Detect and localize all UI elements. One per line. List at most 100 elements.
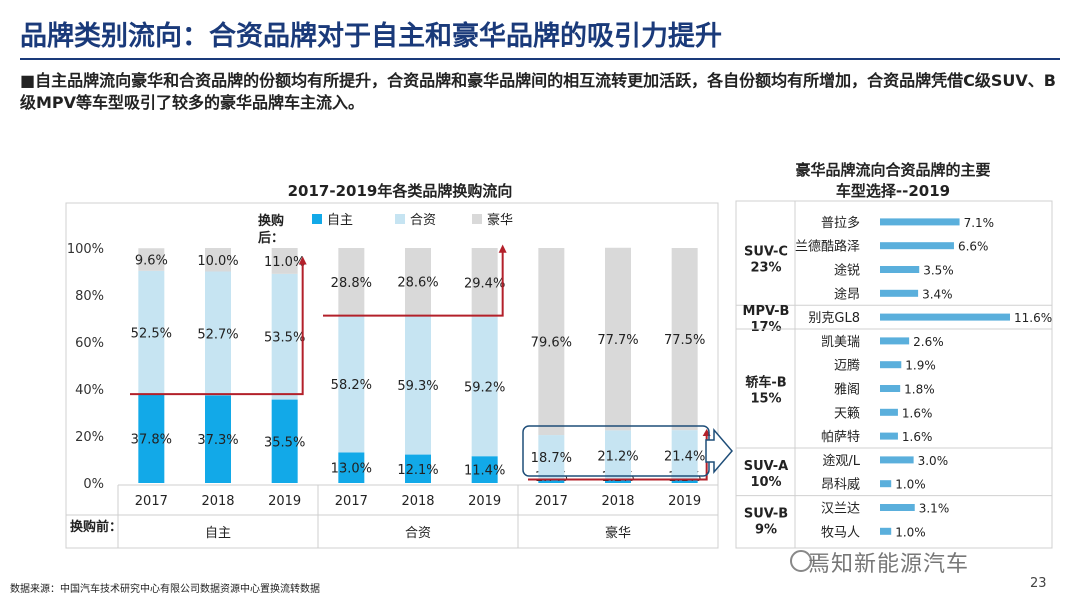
hbar-value-label: 1.6% <box>902 406 933 420</box>
category-label: 汉兰达 <box>821 502 860 517</box>
bar-segment <box>205 271 231 396</box>
hbar-value-label: 3.4% <box>922 287 953 301</box>
segment-name: SUV-C <box>744 245 788 260</box>
bar-segment <box>338 248 365 316</box>
arrow-head <box>298 256 307 265</box>
segment-name: SUV-B <box>744 506 788 521</box>
legend-label: 自主 <box>327 213 353 228</box>
hbar <box>880 218 960 226</box>
y-tick-label: 100% <box>67 242 104 257</box>
side-chart-title-line-2: 车型选择--2019 <box>835 182 951 200</box>
data-label: 12.1% <box>397 463 438 478</box>
data-label: 53.5% <box>264 331 305 346</box>
data-label: 35.5% <box>264 435 305 450</box>
data-label: 10.0% <box>197 254 238 269</box>
hbar <box>880 266 920 273</box>
category-label: 天籁 <box>834 406 860 421</box>
bar-segment <box>605 247 631 431</box>
hbar-value-label: 2.6% <box>913 335 944 349</box>
x-tick-label: 2017 <box>135 494 168 509</box>
data-label: 79.6% <box>531 336 572 351</box>
trend-arrow <box>130 263 304 396</box>
bar-segment <box>538 479 565 483</box>
side-chart-title: 豪华品牌流向合资品牌的主要 车型选择--2019 <box>738 160 1048 202</box>
bar-segment <box>338 452 365 483</box>
hbar <box>880 361 902 369</box>
segment-share: 15% <box>750 392 781 407</box>
hbar-value-label: 1.0% <box>895 525 926 539</box>
data-label: 28.6% <box>397 276 438 291</box>
group-label: 豪华 <box>605 525 631 541</box>
segment-name: 轿车-B <box>745 375 786 391</box>
title-divider <box>20 58 1060 60</box>
category-label: 兰德酷路泽 <box>795 239 860 255</box>
group-label: 自主 <box>205 526 231 541</box>
bar-segment <box>538 435 565 480</box>
segment-name: SUV-A <box>744 459 789 474</box>
bar-segment <box>138 270 165 395</box>
bar-segment <box>605 480 631 483</box>
bar-segment <box>405 248 431 316</box>
hbar-value-label: 3.5% <box>923 264 954 278</box>
legend-label: 合资 <box>410 213 436 228</box>
hbar-value-label: 1.6% <box>902 430 933 444</box>
data-label: 11.4% <box>464 464 505 479</box>
legend-title-line-1: 换购 <box>258 213 284 229</box>
connector-arrow <box>705 427 733 475</box>
bar-segment <box>138 248 165 271</box>
x-tick-label: 2019 <box>468 494 501 509</box>
arrow-head <box>498 244 507 253</box>
data-label: 21.4% <box>664 449 705 464</box>
data-label: 13.0% <box>331 462 372 477</box>
hbar <box>880 242 954 250</box>
hbar <box>880 432 898 440</box>
side-chart-frame <box>735 200 1053 549</box>
hbar-value-label: 11.6% <box>1014 311 1052 325</box>
x-tick-label: 2018 <box>401 494 434 509</box>
group-axis-label: 换购前： <box>70 519 122 535</box>
page-title: 品牌类别流向：合资品牌对于自主和豪华品牌的吸引力提升 <box>20 21 722 52</box>
wechat-icon <box>790 550 812 572</box>
segment-share: 23% <box>750 261 781 276</box>
data-label: 21.2% <box>597 449 638 464</box>
y-tick-label: 80% <box>75 289 104 304</box>
main-chart-title: 2017-2019年各类品牌换购流向 <box>287 182 513 200</box>
bar-segment <box>338 315 365 453</box>
segment-share: 9% <box>755 522 777 537</box>
category-label: 迈腾 <box>834 358 860 374</box>
page-subtitle: ■自主品牌流向豪华和合资品牌的份额均有所提升，合资品牌和豪华品牌间的相互流转更加… <box>20 71 1056 112</box>
hbar <box>880 289 919 297</box>
category-label: 雅阁 <box>834 383 860 398</box>
page-number: 23 <box>1030 576 1047 591</box>
bar-segment <box>471 248 498 318</box>
segment-name: MPV-B <box>743 304 790 319</box>
bar-segment <box>605 430 631 481</box>
hbar <box>880 385 901 392</box>
bar-segment <box>471 456 498 483</box>
hbar-value-label: 1.9% <box>905 359 936 373</box>
hbar <box>880 313 1010 321</box>
data-label: 59.2% <box>464 381 505 396</box>
trend-arrow <box>323 248 504 317</box>
y-tick-label: 0% <box>83 477 104 492</box>
category-label: 普拉多 <box>821 215 860 231</box>
hbar-value-label: 6.6% <box>958 240 989 254</box>
category-label: 凯美瑞 <box>821 335 860 350</box>
x-tick-label: 2018 <box>601 494 634 509</box>
hbar-value-label: 3.0% <box>918 454 949 468</box>
bar-segment <box>138 394 165 483</box>
category-label: 帕萨特 <box>821 430 860 445</box>
data-label: 59.3% <box>397 379 438 394</box>
data-label: 52.7% <box>197 327 238 342</box>
data-label: 77.5% <box>664 333 705 348</box>
category-label: 牧马人 <box>821 525 860 540</box>
data-label: 77.7% <box>597 333 638 348</box>
bar-segment <box>205 395 231 483</box>
bar-segment <box>671 430 698 481</box>
data-label: 52.5% <box>131 326 172 341</box>
legend-title-line-2: 后： <box>258 230 284 246</box>
legend-swatch <box>472 214 482 224</box>
hbar <box>880 527 892 535</box>
